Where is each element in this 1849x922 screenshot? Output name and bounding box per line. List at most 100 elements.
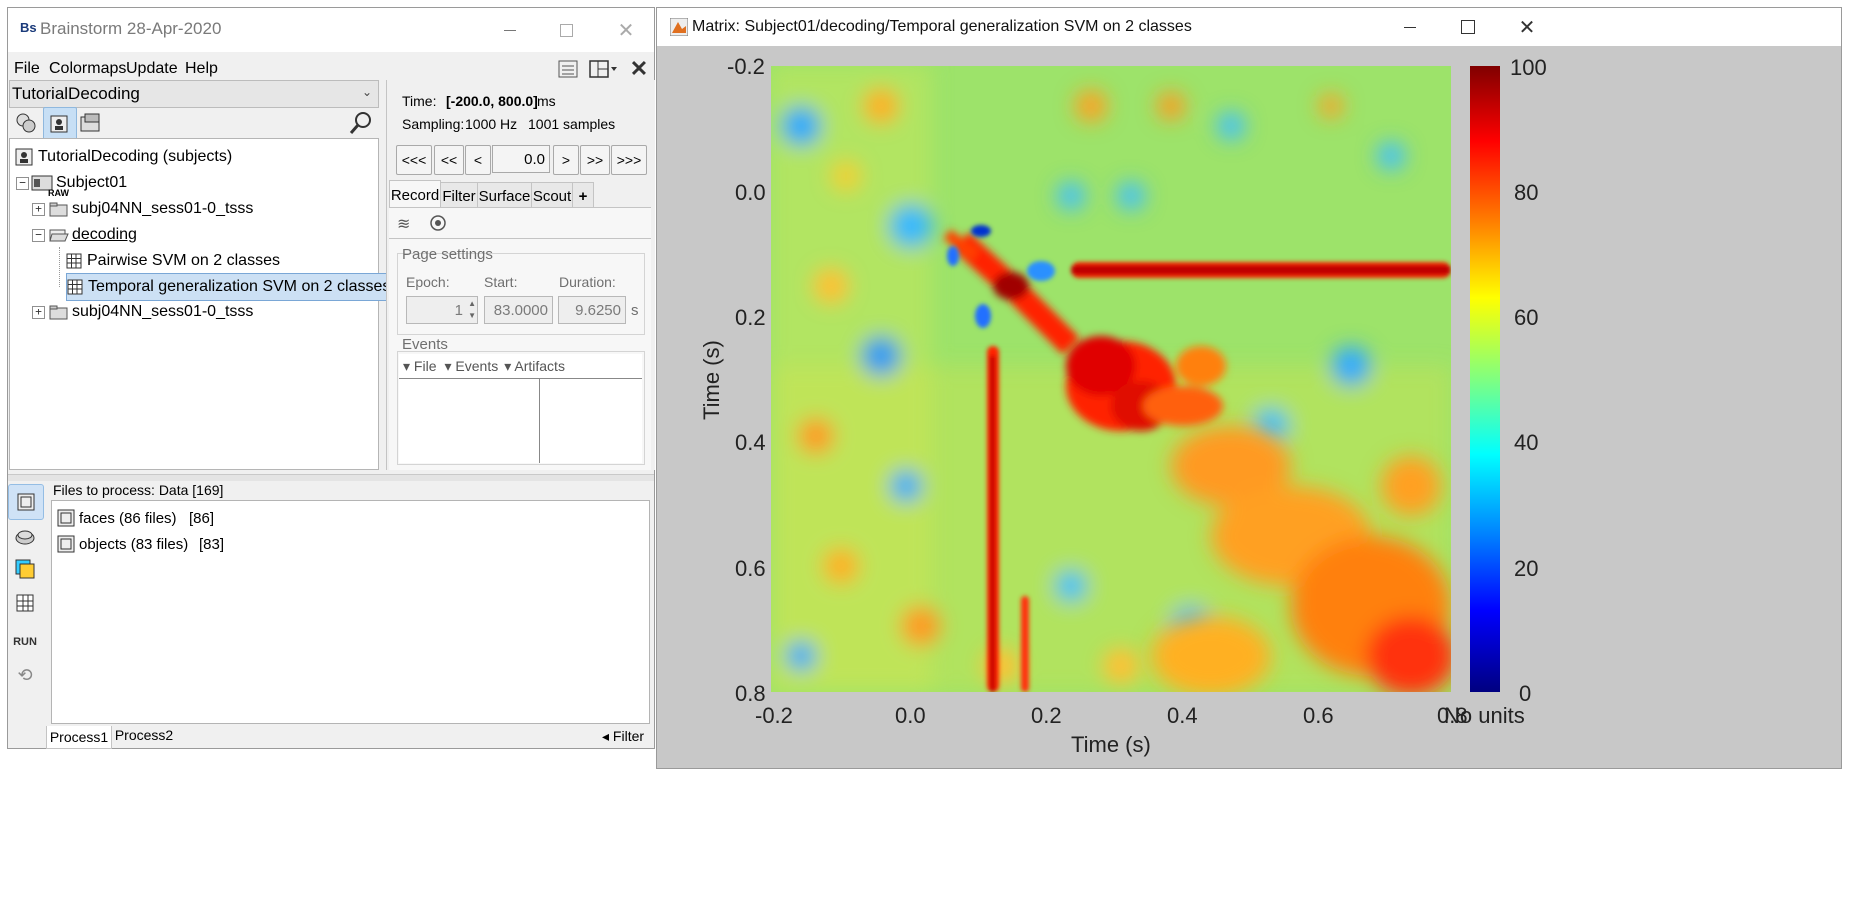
x-tick: 0.8	[1437, 703, 1468, 728]
matrix-icon	[67, 279, 83, 295]
protocol-select-value: TutorialDecoding	[12, 84, 140, 103]
heatmap-late-region	[1151, 426, 1451, 692]
events-menu-events[interactable]: ▾ Events	[444, 357, 499, 374]
brainstorm-titlebar: Bs Brainstorm 28-Apr-2020 ✕	[8, 8, 654, 52]
events-menu-artifacts[interactable]: ▾ Artifacts	[504, 357, 565, 374]
protocol-select[interactable]: TutorialDecoding ⌄	[9, 80, 379, 108]
tab-process1[interactable]: Process1	[46, 726, 112, 749]
collapse-icon[interactable]: −	[16, 176, 29, 190]
nav-fast-forward-button[interactable]: >>	[580, 145, 610, 175]
collapse-icon[interactable]: −	[32, 228, 45, 242]
tab-process2[interactable]: Process2	[114, 727, 174, 743]
list-view-icon[interactable]	[553, 54, 583, 84]
expand-icon[interactable]: +	[32, 202, 45, 216]
menu-help[interactable]: Help	[185, 60, 218, 77]
subjects-view-icon[interactable]	[43, 107, 77, 141]
x-tick: 0.4	[1167, 703, 1198, 728]
menu-update[interactable]: Update	[126, 60, 178, 77]
run-label: RUN	[13, 636, 37, 648]
current-time-input[interactable]: 0.0	[492, 145, 550, 173]
sampling-value: 1000 Hz	[465, 116, 518, 132]
minimize-button[interactable]	[482, 8, 538, 52]
sources-icon[interactable]	[8, 520, 42, 554]
record-toolbar-divider	[389, 238, 651, 239]
nav-first-button[interactable]: <<<	[396, 145, 432, 175]
close-all-icon[interactable]: ✕	[629, 56, 649, 81]
generalization-heatmap[interactable]	[771, 66, 1451, 692]
tree-raw-folder[interactable]: + RAW subj04NN_sess01-0_tsss	[32, 188, 254, 222]
colorbar[interactable]	[1470, 66, 1500, 692]
y-tick: 0.8	[735, 681, 766, 706]
run-button[interactable]: RUN	[8, 625, 42, 659]
process-file-row[interactable]: faces (86 files) [86]	[56, 505, 214, 531]
tree-root[interactable]: TutorialDecoding (subjects)	[14, 144, 232, 170]
tab-add[interactable]: +	[572, 182, 594, 209]
tab-filter[interactable]: Filter	[440, 182, 478, 209]
sensors-icon[interactable]: ≋	[397, 216, 411, 233]
events-list-right[interactable]	[540, 378, 642, 463]
tree-file-pairwise[interactable]: Pairwise SVM on 2 classes	[66, 248, 280, 274]
matrix-minimize-button[interactable]	[1382, 8, 1438, 46]
data-files-icon	[57, 509, 75, 527]
duration-value: 9.6250	[575, 301, 621, 319]
process-files-icon[interactable]	[8, 484, 44, 520]
tree-subject[interactable]: − Subject01	[16, 170, 127, 196]
colorbar-tick: 40	[1514, 430, 1539, 455]
time-range: [-200.0, 800.0]	[446, 93, 538, 109]
events-title: Events	[402, 336, 448, 353]
maximize-button[interactable]	[538, 8, 594, 52]
filter-button[interactable]: ◂ Filter	[602, 728, 645, 744]
expand-icon[interactable]: +	[32, 305, 45, 319]
temporal-file-label: Temporal generalization SVM on 2 classes	[88, 278, 391, 295]
spinner-arrows-icon[interactable]: ▲ ▼	[468, 299, 476, 320]
process-file-row[interactable]: objects (83 files) [83]	[56, 531, 224, 557]
events-menu-file[interactable]: ▾ File	[403, 357, 437, 374]
pipeline-icon[interactable]: ⟲	[17, 664, 33, 685]
start-field[interactable]: 83.0000	[484, 296, 553, 324]
matrix-title: Matrix: Subject01/decoding/Temporal gene…	[692, 18, 1192, 35]
functional-view-icon[interactable]	[11, 108, 41, 138]
time-unit: ms	[537, 93, 556, 109]
conditions-view-icon[interactable]	[76, 108, 106, 138]
tab-record[interactable]: Record	[389, 180, 441, 209]
settings-circle-icon[interactable]	[429, 214, 447, 235]
menu-colormaps[interactable]: Colormaps	[49, 60, 127, 77]
raw-folder-icon	[49, 202, 68, 217]
nav-fast-back-button[interactable]: <<	[434, 145, 464, 175]
data-files-icon	[57, 535, 75, 553]
nav-back-button[interactable]: <	[465, 145, 491, 175]
colorbar-tick: 60	[1514, 305, 1539, 330]
timefreq-icon[interactable]	[8, 552, 42, 586]
matrix-files-icon[interactable]	[8, 586, 42, 620]
close-button[interactable]: ✕	[598, 8, 654, 52]
raw-folder-label: subj04NN_sess01-0_tsss	[72, 200, 254, 217]
layout-icon[interactable]	[586, 54, 622, 84]
maximize-icon	[559, 23, 573, 37]
duration-field[interactable]: 9.6250	[558, 296, 626, 324]
tree-file-temporal-selected[interactable]: Temporal generalization SVM on 2 classes	[66, 273, 394, 301]
tab-surface[interactable]: Surface	[477, 182, 532, 209]
menu-file[interactable]: File	[14, 60, 40, 77]
epoch-spinner[interactable]: 1 ▲ ▼	[406, 296, 478, 324]
process-file-name: faces (86 files)	[79, 509, 177, 527]
start-label: Start:	[484, 274, 518, 290]
decoding-folder-label: decoding	[72, 226, 137, 243]
sampling-label: Sampling:	[402, 116, 465, 132]
matrix-maximize-button[interactable]	[1440, 8, 1496, 46]
page-settings-title: Page settings	[402, 246, 493, 263]
nav-forward-button[interactable]: >	[553, 145, 579, 175]
heatmap-diagonal	[943, 229, 1226, 431]
matrix-close-button[interactable]: ✕	[1499, 8, 1555, 46]
start-value: 83.0000	[493, 301, 548, 319]
tab-scout[interactable]: Scout	[531, 182, 573, 209]
database-tree: TutorialDecoding (subjects) − Subject01 …	[9, 138, 394, 470]
x-tick: 0.0	[895, 703, 926, 728]
process-file-name: objects (83 files)	[79, 535, 189, 553]
x-tick: 0.2	[1031, 703, 1062, 728]
tree-folder2[interactable]: + subj04NN_sess01-0_tsss	[32, 299, 253, 325]
tree-decoding-folder[interactable]: − decoding	[32, 222, 137, 248]
search-icon[interactable]	[346, 108, 376, 138]
events-list-left[interactable]	[399, 378, 540, 463]
nav-last-button[interactable]: >>>	[611, 145, 647, 175]
process-file-list[interactable]: faces (86 files) [86] objects (83 files)…	[51, 500, 650, 724]
